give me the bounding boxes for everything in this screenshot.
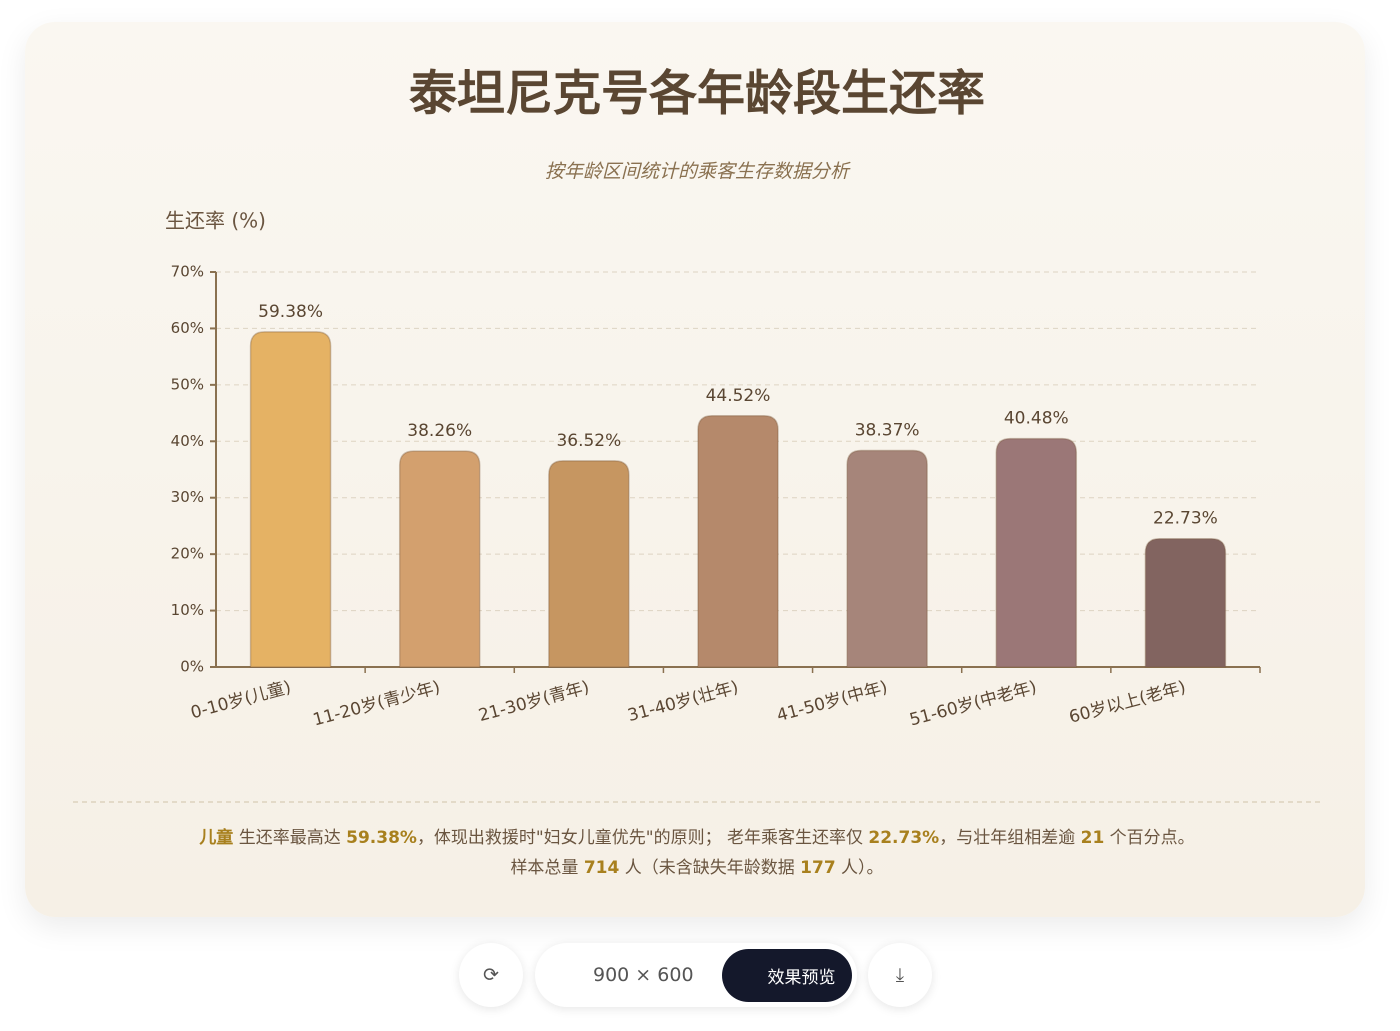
highlight: 儿童 <box>198 827 233 848</box>
note-text: ，与壮年组相差逾 <box>939 828 1080 848</box>
highlight: 714 <box>584 858 620 878</box>
bar <box>249 331 332 668</box>
value-label: 40.48% <box>1004 409 1069 429</box>
chart-card <box>25 22 1365 917</box>
value-label: 22.73% <box>1153 509 1218 529</box>
y-tick-label: 10% <box>171 601 204 619</box>
chart: 泰坦尼克号各年龄段生还率 按年龄区间统计的乘客生存数据分析 生还率 (%) 0%… <box>73 66 1322 878</box>
bar <box>995 437 1078 668</box>
chart-title: 泰坦尼克号各年龄段生还率 <box>409 66 985 122</box>
y-tick-label: 60% <box>171 319 204 337</box>
value-label: 59.38% <box>258 302 323 322</box>
note-text: ，体现出救援时"妇女儿童优先"的原则； 老年乘客生还率仅 <box>417 828 868 848</box>
x-tick-label: 21-30岁(青年) <box>476 677 591 726</box>
bar <box>1144 537 1227 668</box>
y-tick-label: 50% <box>171 375 204 393</box>
chart-subtitle: 按年龄区间统计的乘客生存数据分析 <box>545 161 851 183</box>
bar <box>548 460 630 668</box>
footer-note: 儿童 生还率最高达 59.38%，体现出救援时"妇女儿童优先"的原则； 老年乘客… <box>198 827 1194 848</box>
preview-button[interactable]: 效果预览 <box>721 948 852 1002</box>
x-tick-label: 51-60岁(中老年) <box>907 677 1038 730</box>
y-tick-label: 40% <box>171 432 204 450</box>
y-tick-label: 70% <box>171 263 204 281</box>
bar <box>398 450 481 668</box>
x-tick-label: 60岁以上(老年) <box>1067 677 1188 727</box>
y-axis-label: 生还率 (%) <box>165 209 266 233</box>
refresh-button[interactable]: ⟳ <box>459 943 523 1007</box>
y-tick-label: 0% <box>180 658 204 676</box>
bar <box>846 449 928 668</box>
value-label: 38.26% <box>407 421 472 441</box>
size-label: 900 × 600 <box>593 964 694 986</box>
note-text: 人）。 <box>836 858 884 878</box>
download-button[interactable]: ⤓ <box>868 943 932 1007</box>
bar <box>697 415 779 668</box>
value-label: 36.52% <box>556 431 621 451</box>
x-tick-label: 0-10岁(儿童) <box>189 677 294 723</box>
x-tick-label: 41-50岁(中年) <box>775 677 890 726</box>
toolbar-pill: 900 × 600 效果预览 <box>535 943 857 1007</box>
note-text: 人（未含缺失年龄数据 <box>619 858 800 878</box>
y-tick-label: 20% <box>171 545 204 563</box>
note-text: 样本总量 <box>510 858 583 878</box>
note-text: 个百分点。 <box>1104 828 1194 848</box>
highlight: 59.38% <box>346 828 417 848</box>
x-tick-label: 31-40岁(壮年) <box>626 677 741 726</box>
value-label: 38.37% <box>855 420 920 440</box>
footer-note: 样本总量 714 人（未含缺失年龄数据 177 人）。 <box>510 858 883 878</box>
note-text: 生还率最高达 <box>233 828 346 848</box>
highlight: 21 <box>1081 828 1105 848</box>
y-tick-label: 30% <box>171 488 204 506</box>
x-tick-label: 11-20岁(青少年) <box>311 677 442 730</box>
highlight: 177 <box>800 858 836 878</box>
value-label: 44.52% <box>706 386 771 406</box>
highlight: 22.73% <box>868 828 939 848</box>
